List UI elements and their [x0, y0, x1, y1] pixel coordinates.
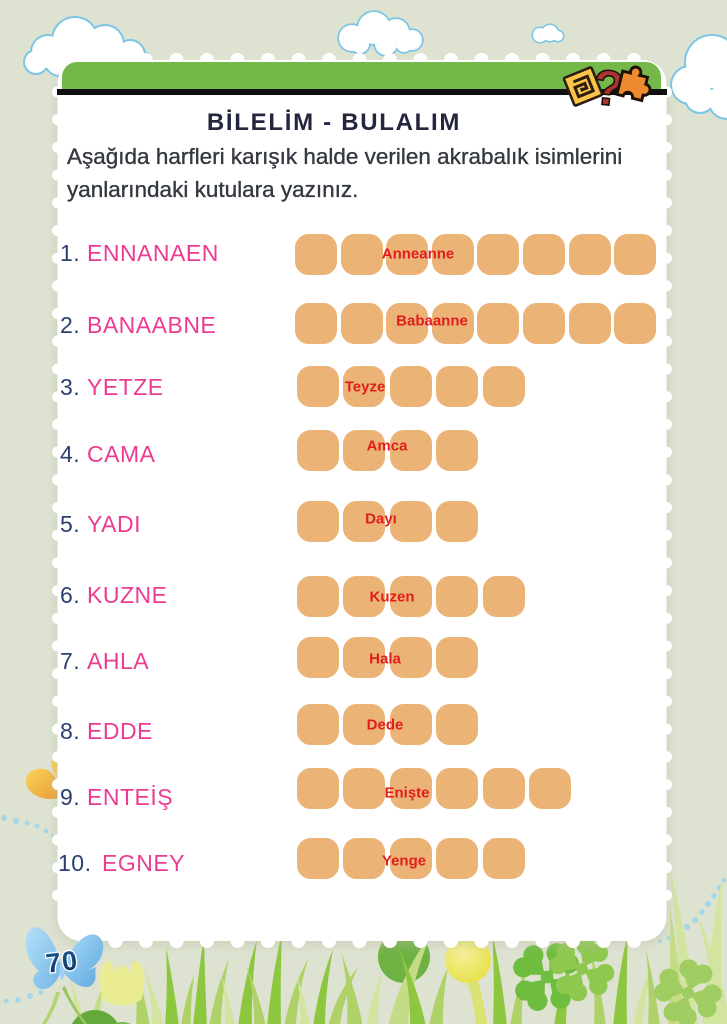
svg-text:70: 70	[44, 945, 79, 979]
